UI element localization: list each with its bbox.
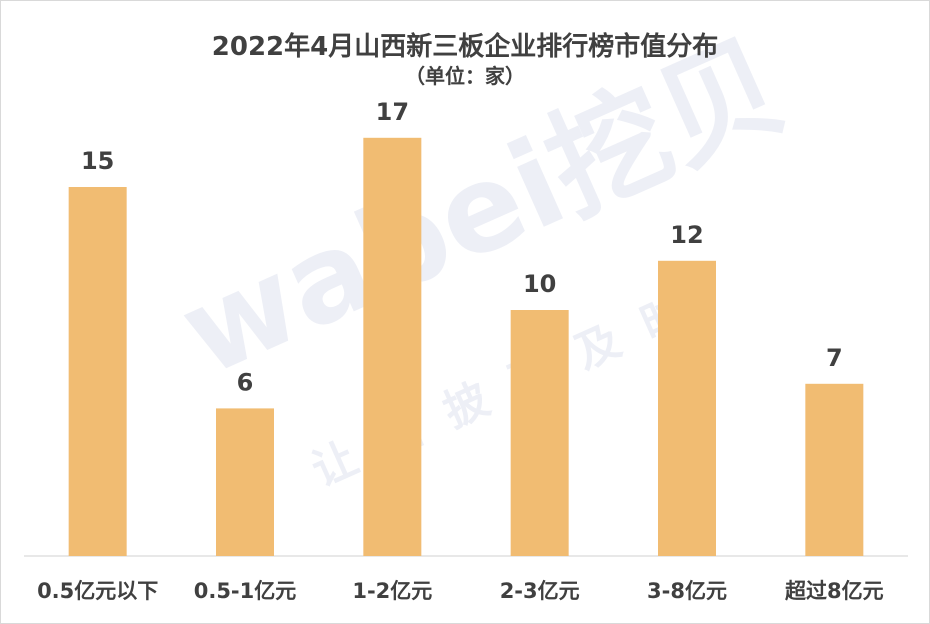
x-tick-label-5: 超过8亿元 <box>785 579 884 603</box>
bar-1 <box>216 408 274 556</box>
bar-0 <box>68 187 127 556</box>
data-label-4: 12 <box>670 221 703 249</box>
bar-3 <box>510 310 569 556</box>
chart-title: 2022年4月山西新三板企业排行榜市值分布 <box>211 32 719 62</box>
data-label-1: 6 <box>237 368 254 396</box>
data-label-2: 17 <box>376 98 409 126</box>
x-tick-label-1: 0.5-1亿元 <box>194 579 297 603</box>
bar-2 <box>363 137 422 557</box>
bar-5 <box>805 383 864 556</box>
x-tick-label-3: 2-3亿元 <box>500 579 580 603</box>
bar-4 <box>658 260 716 556</box>
chart-subtitle: （单位：家） <box>405 64 525 88</box>
data-label-0: 15 <box>81 147 114 175</box>
x-tick-label-0: 0.5亿元以下 <box>37 579 158 603</box>
data-label-3: 10 <box>523 270 556 298</box>
data-label-5: 7 <box>826 344 843 372</box>
x-tick-label-2: 1-2亿元 <box>352 579 432 603</box>
x-tick-label-4: 3-8亿元 <box>647 579 727 603</box>
